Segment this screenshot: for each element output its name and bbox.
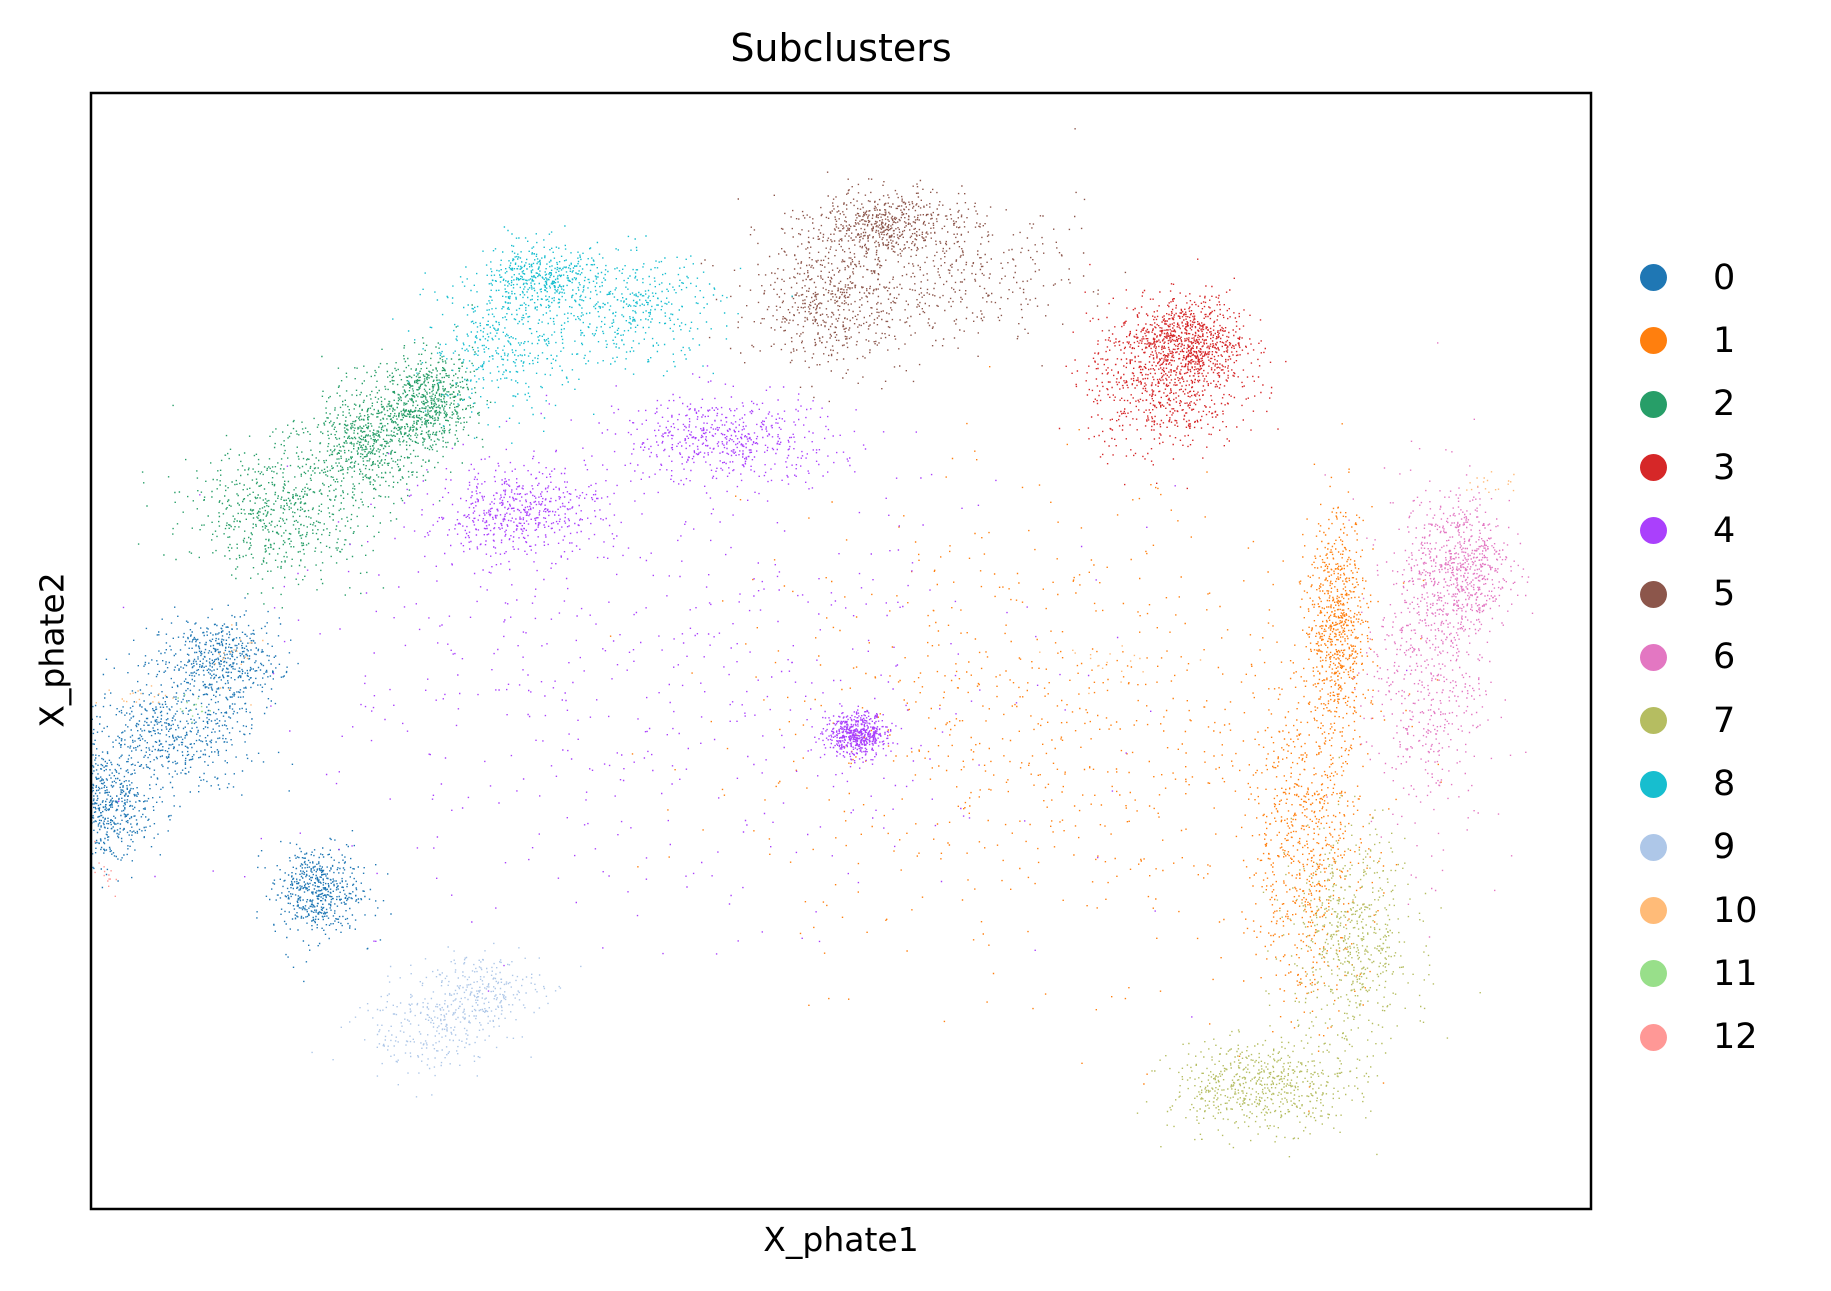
series-7 [1136,756,1481,1158]
series-9 [311,942,582,1098]
series-2 [137,304,492,609]
legend-item-0: 0 [1640,246,1758,309]
legend-label: 10 [1713,890,1758,931]
legend-item-9: 9 [1640,816,1758,879]
legend-label: 0 [1713,257,1736,298]
series-6 [1324,342,1534,938]
series-8 [392,225,793,444]
legend-marker [1640,390,1667,418]
series-7-points [1136,756,1481,1158]
legend-marker [1640,897,1667,925]
legend-marker [1640,643,1667,671]
legend-item-4: 4 [1640,499,1758,562]
plot-frame [89,91,1593,1211]
legend-marker [1640,264,1667,292]
series-10-points [95,471,1515,706]
legend-label: 8 [1713,764,1736,805]
legend-marker [1640,454,1667,482]
legend-marker [1640,833,1667,861]
x-axis-label: X_phate1 [763,1220,919,1259]
legend-label: 3 [1713,447,1736,488]
legend-label: 2 [1713,384,1736,425]
series-6-points [1324,342,1534,938]
series-5 [700,128,1127,403]
legend-label: 12 [1713,1017,1758,1058]
series-3 [1058,258,1287,490]
series-11 [177,694,211,723]
legend-label: 5 [1713,574,1736,615]
series-4 [118,365,1408,1018]
legend-item-2: 2 [1640,373,1758,436]
legend-label: 1 [1713,320,1736,361]
legend-item-5: 5 [1640,562,1758,625]
legend-marker [1640,1023,1667,1051]
legend-marker [1640,960,1667,988]
series-4-points [118,365,1408,1018]
legend-label: 4 [1713,510,1736,551]
scatter-points [91,128,1534,1158]
legend-item-10: 10 [1640,879,1758,942]
legend-item-11: 11 [1640,942,1758,1005]
series-1 [609,366,1442,1112]
legend-item-3: 3 [1640,436,1758,499]
legend-marker [1640,707,1667,735]
legend-label: 9 [1713,827,1736,868]
series-0 [91,597,392,983]
legend-item-8: 8 [1640,752,1758,815]
series-12 [94,840,117,897]
series-10 [95,471,1515,706]
legend-item-1: 1 [1640,309,1758,372]
legend: 0 1 2 3 4 5 6 7 8 9 10 11 12 [1640,246,1758,1069]
y-axis-label: X_phate2 [32,572,72,728]
legend-marker [1640,517,1667,545]
legend-item-12: 12 [1640,1006,1758,1069]
series-11-points [177,694,211,723]
series-8-points [392,225,793,444]
series-12-points [94,840,117,897]
legend-marker [1640,580,1667,608]
legend-item-6: 6 [1640,626,1758,689]
legend-marker [1640,770,1667,798]
legend-label: 6 [1713,637,1736,678]
series-2-points [137,304,492,609]
legend-item-7: 7 [1640,689,1758,752]
legend-label: 11 [1713,953,1758,994]
legend-label: 7 [1713,700,1736,741]
series-1-points [609,366,1442,1112]
series-3-points [1058,258,1287,490]
series-0-points [91,597,392,983]
chart-title: Subclusters [730,26,952,70]
legend-marker [1640,327,1667,355]
series-5-points [700,128,1127,403]
series-9-points [311,942,582,1098]
